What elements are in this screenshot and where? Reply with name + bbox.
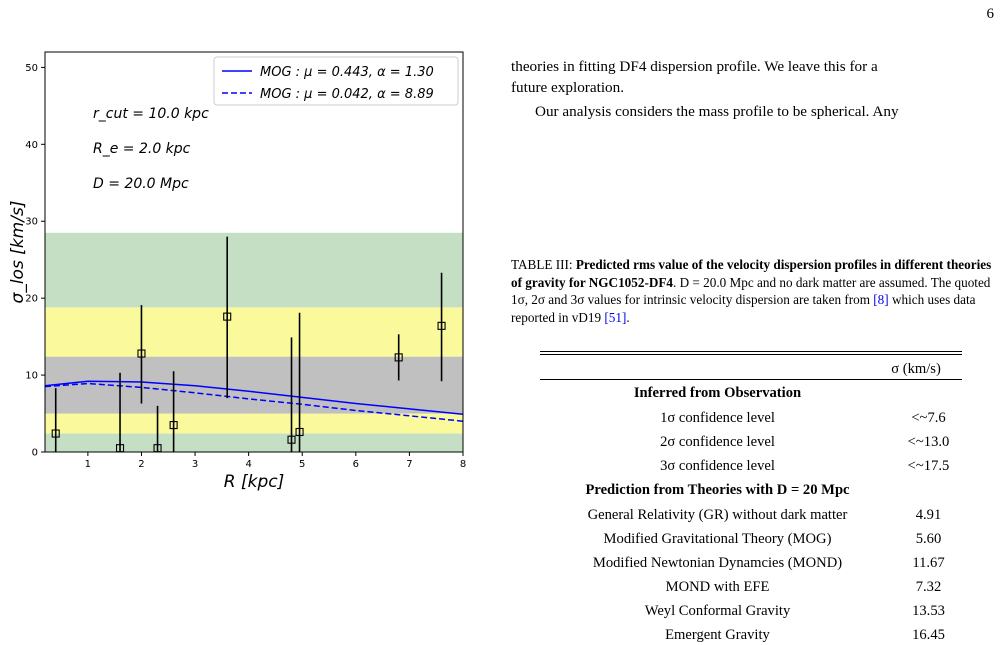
data-point — [437, 321, 446, 330]
table-row: 2σ confidence level <~13.0 — [660, 434, 950, 450]
y-tick-label: 30 — [25, 217, 38, 228]
body-text-line: Our analysis considers the mass profile … — [535, 103, 899, 120]
legend-label: MOG : μ = 0.443, α = 1.30 — [260, 65, 434, 80]
solid-model-curve — [44, 380, 464, 416]
confidence-band — [45, 413, 463, 434]
legend: MOG : μ = 0.443, α = 1.30 MOG : μ = 0.042… — [213, 56, 459, 106]
y-tick-label: 10 — [25, 371, 38, 382]
x-tick-label: 7 — [406, 459, 412, 470]
data-point — [394, 353, 403, 362]
table-header: σ (km/s) — [891, 361, 941, 377]
velocity-dispersion-chart: 1 2 3 4 5 6 7 8 0 10 20 30 40 50 r_cut = 10.0 kpc R_e … — [8, 51, 466, 492]
axis-labels: R [kpc] σ_los [km/s] — [8, 201, 284, 492]
data-point — [137, 349, 146, 358]
data-point — [51, 429, 60, 438]
x-tick-label: 8 — [460, 459, 466, 470]
legend-label: MOG : μ = 0.042, α = 8.89 — [260, 87, 434, 102]
x-tick-label: 2 — [138, 459, 144, 470]
data-point — [295, 427, 304, 437]
y-axis-label: σ_los [km/s] — [8, 201, 28, 304]
table-row: Emergent Gravity 16.45 — [665, 627, 945, 643]
legend-box — [213, 56, 459, 106]
confidence-bands — [45, 232, 463, 452]
annotation: r_cut = 10.0 kpc — [93, 106, 209, 122]
table-row: General Relativity (GR) without dark mat… — [587, 507, 942, 523]
table-row: 1σ confidence level <~7.6 — [660, 410, 946, 426]
data-point — [169, 421, 178, 430]
x-tick-label: 6 — [353, 459, 359, 470]
annotation: R_e = 2.0 kpc — [93, 141, 191, 157]
body-text-line: theories in fitting DF4 dispersion profi… — [511, 58, 878, 75]
x-tick-label: 5 — [299, 459, 305, 470]
x-axis-label: R [kpc] — [224, 472, 284, 492]
y-tick-label: 50 — [25, 63, 38, 74]
data-point — [223, 312, 232, 321]
x-tick-label: 4 — [245, 459, 251, 470]
confidence-band — [45, 232, 463, 308]
table-row: Modified Gravitational Theory (MOG) 5.60 — [603, 531, 942, 547]
citation-link[interactable]: [51] — [604, 309, 627, 325]
table-section: Prediction from Theories with D = 20 Mpc — [585, 482, 850, 498]
plot-frame — [44, 51, 464, 453]
confidence-band — [45, 307, 463, 357]
x-tick-label: 3 — [192, 459, 198, 470]
model-curves — [44, 380, 464, 422]
y-tick-label: 40 — [25, 140, 38, 151]
data-point — [287, 435, 296, 444]
citation-link[interactable]: [8] — [873, 292, 889, 307]
table-row: Modified Newtonian Dynamcies (MOND) 11.67 — [592, 555, 945, 571]
y-tick-label: 0 — [32, 448, 38, 459]
annotations: r_cut = 10.0 kpc R_e = 2.0 kpc D = 20.0 Mp… — [93, 106, 209, 192]
annotation: D = 20.0 Mpc — [93, 176, 189, 192]
table-section: Inferred from Observation — [633, 385, 802, 401]
data-points — [51, 236, 446, 453]
page-number: 6 — [986, 6, 995, 22]
table-caption: TABLE III: Predicted rms value of the ve… — [511, 257, 992, 325]
confidence-band — [45, 356, 463, 414]
x-tick-label: 1 — [85, 459, 91, 470]
confidence-band — [45, 433, 463, 452]
y-tick-label: 20 — [25, 294, 38, 305]
axis-ticks: 1 2 3 4 5 6 7 8 0 10 20 30 40 50 — [25, 63, 466, 470]
table-row: Weyl Conformal Gravity 13.53 — [644, 603, 945, 619]
body-text-line: future exploration. — [511, 79, 625, 96]
table-row: 3σ confidence level <~17.5 — [660, 458, 950, 474]
table-row: MOND with EFE 7.32 — [665, 579, 942, 595]
